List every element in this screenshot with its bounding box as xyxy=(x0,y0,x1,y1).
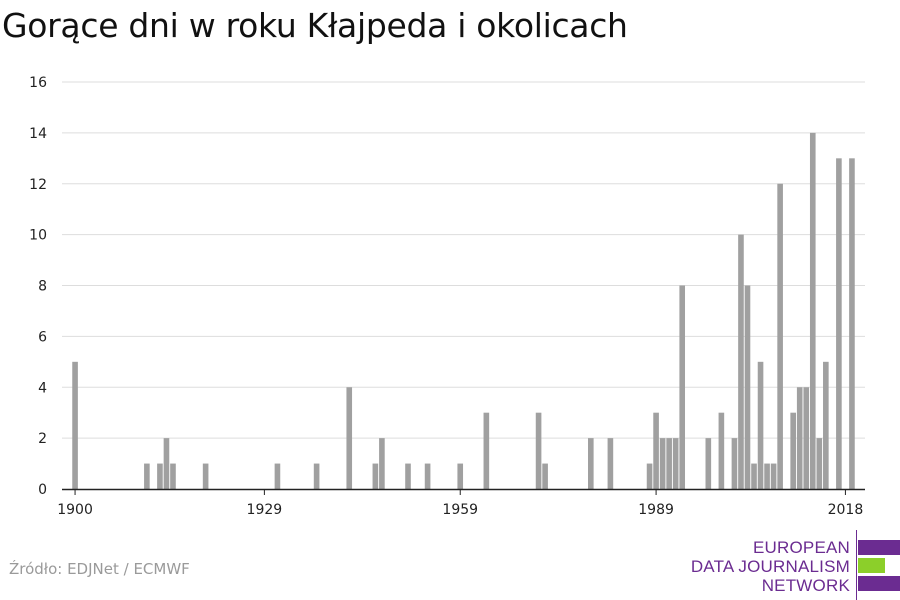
bar xyxy=(659,438,666,489)
bar xyxy=(757,361,764,489)
bar xyxy=(796,387,803,489)
bar xyxy=(809,132,816,489)
bar xyxy=(457,463,464,489)
y-tick-label: 10 xyxy=(29,228,47,244)
y-tick-label: 8 xyxy=(38,279,47,295)
bar xyxy=(849,158,855,489)
bar xyxy=(790,412,796,489)
x-tick-label: 1900 xyxy=(57,502,93,518)
source-note: Źródło: EDJNet / ECMWF xyxy=(9,560,190,578)
bar xyxy=(144,463,150,489)
bar xyxy=(274,463,281,489)
bar xyxy=(163,438,170,489)
bar xyxy=(836,158,842,489)
edjnet-logo: EUROPEAN DATA JOURNALISM NETWORK xyxy=(691,530,900,600)
bar xyxy=(372,463,379,489)
bar xyxy=(751,463,757,489)
bar xyxy=(157,463,163,489)
bar xyxy=(770,463,777,489)
logo-line-european: EUROPEAN xyxy=(752,538,850,557)
bar xyxy=(705,438,712,489)
bar xyxy=(379,438,385,489)
logo-bar-middle xyxy=(858,558,885,573)
y-tick-label: 14 xyxy=(29,126,47,142)
bar xyxy=(764,463,770,489)
bar xyxy=(587,438,594,489)
bar xyxy=(653,412,659,489)
y-tick-label: 4 xyxy=(38,380,47,396)
bar xyxy=(542,463,548,489)
bar xyxy=(313,463,320,489)
bar xyxy=(666,438,672,489)
bar xyxy=(718,412,725,489)
logo-line-data-journalism: DATA JOURNALISM xyxy=(690,557,850,576)
bar xyxy=(679,285,686,489)
y-tick-label: 2 xyxy=(38,431,47,447)
bar xyxy=(646,463,653,489)
bar xyxy=(202,463,209,489)
bar xyxy=(405,463,411,489)
bar xyxy=(803,387,810,489)
bar xyxy=(777,183,783,489)
bar xyxy=(72,361,78,489)
bar xyxy=(672,438,679,489)
logo-bar-top xyxy=(858,540,900,555)
logo-divider xyxy=(856,530,857,600)
bar xyxy=(535,412,542,489)
x-tick-label: 1989 xyxy=(638,502,674,518)
bar xyxy=(346,387,353,489)
logo-bar-bottom xyxy=(858,576,900,591)
bar xyxy=(170,463,176,489)
y-tick-label: 12 xyxy=(29,177,47,193)
y-tick-label: 6 xyxy=(38,329,47,345)
bar xyxy=(607,438,614,489)
bar xyxy=(816,438,823,489)
bar xyxy=(731,438,738,489)
x-tick-label: 2018 xyxy=(828,502,864,518)
bar xyxy=(823,361,829,489)
bar xyxy=(424,463,431,489)
bar xyxy=(483,412,490,489)
x-tick-label: 1929 xyxy=(247,502,283,518)
y-tick-label: 0 xyxy=(38,482,47,498)
bar xyxy=(744,285,751,489)
x-tick-label: 1959 xyxy=(442,502,478,518)
bar xyxy=(738,234,744,489)
y-tick-label: 16 xyxy=(29,75,47,91)
chart-title: Gorące dni w roku Kłajpeda i okolicach xyxy=(2,6,628,45)
logo-line-network: NETWORK xyxy=(761,576,850,595)
